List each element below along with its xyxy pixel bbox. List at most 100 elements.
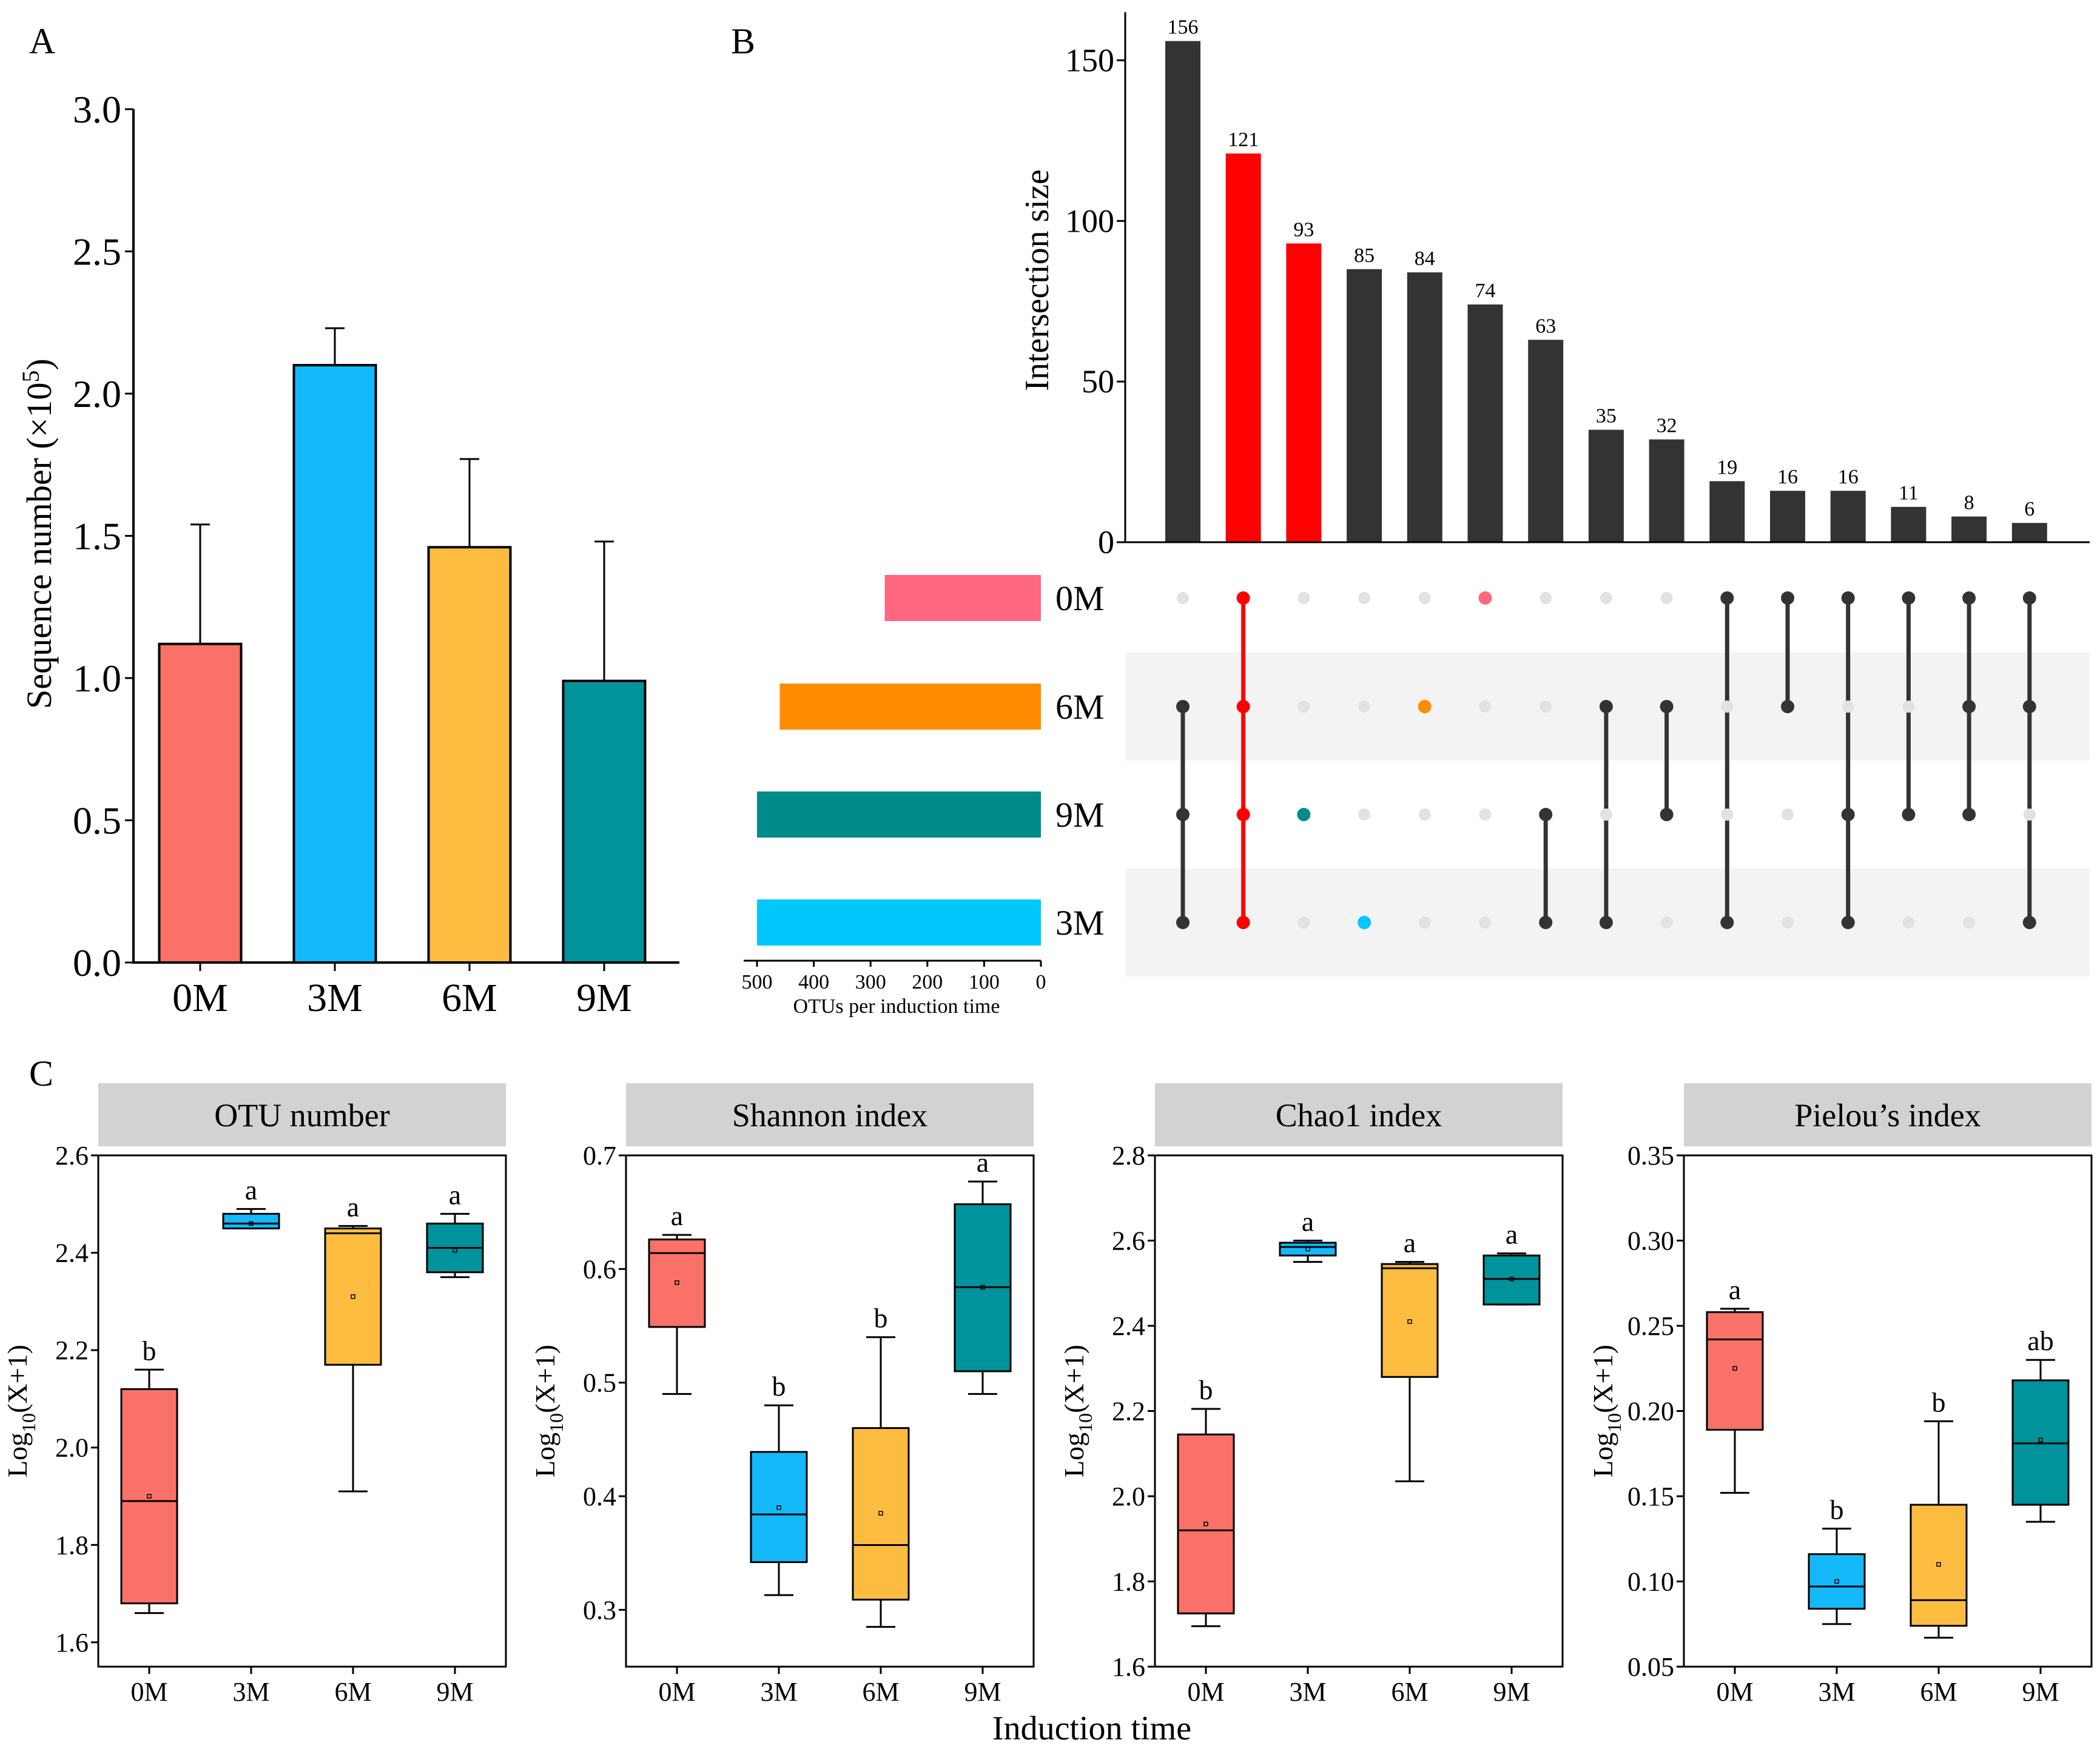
- panel-c-plot-frame: [97, 1154, 507, 1668]
- panel-b-bar-label: 85: [1354, 244, 1375, 267]
- panel-b-matrix-dot: [1721, 701, 1734, 713]
- panel-c-y-label-main: Log: [2, 1433, 33, 1477]
- panel-c-x-tick-label: 6M: [1920, 1677, 1957, 1707]
- panel-b-matrix-dot: [1358, 592, 1371, 604]
- panel-b-y-tick-label: 50: [1082, 363, 1114, 400]
- panel-c-box-6M: [1910, 1504, 1968, 1627]
- panel-c-box-plots: OTU number1.61.82.02.22.42.6Log10(X+1)0M…: [2, 1083, 2093, 1707]
- panel-b-y-axis-label: Intersection size: [1018, 169, 1056, 391]
- panel-a-x-tick-label: 6M: [442, 976, 497, 1020]
- panel-b-intersection-bar: [2011, 523, 2047, 542]
- panel-a-y-label-sup: 5: [17, 370, 44, 382]
- panel-c-y-label-main: Log: [530, 1433, 560, 1477]
- panel-c-x-tick-label: 3M: [1818, 1677, 1855, 1707]
- panel-a-y-tick-label: 3.0: [73, 88, 121, 131]
- panel-b-matrix-dot-active: [1841, 916, 1855, 929]
- panel-b-set-x-tick-label: 400: [798, 971, 829, 993]
- panel-c-mean-marker: [147, 1494, 152, 1499]
- panel-b-matrix-dot: [1782, 808, 1794, 821]
- panel-c-x-tick-label: 0M: [658, 1677, 695, 1707]
- panel-b-matrix-dot: [1660, 916, 1673, 929]
- panel-c-x-tick-label: 3M: [1289, 1677, 1326, 1707]
- panel-b-matrix-dot-active: [1236, 916, 1250, 929]
- panel-c-mean-marker: [675, 1280, 679, 1285]
- panel-c-x-tick-label: 3M: [232, 1677, 269, 1707]
- panel-a-x-tick-label: 0M: [172, 976, 228, 1020]
- panel-b-matrix-dot-active: [1236, 591, 1250, 605]
- panel-b-matrix-dot-active: [1902, 591, 1916, 605]
- panel-c-y-tick-label: 2.4: [1112, 1311, 1145, 1341]
- panel-b-matrix-dot: [1297, 916, 1310, 929]
- panel-c-y-axis-label: Log10(X+1): [2, 1345, 39, 1477]
- panel-b-intersection-bar: [1347, 269, 1382, 542]
- panel-c-x-tick-label: 9M: [964, 1677, 1001, 1707]
- panel-c-significance-letter: a: [977, 1147, 989, 1178]
- panel-b-matrix-dot: [1902, 701, 1915, 713]
- panel-c-facet-0: OTU number 1.6 1.8 2.0 2.2 2.4 2.6 Log10(X+1) 0M…: [2, 1083, 507, 1707]
- panel-c-y-tick-label: 0.5: [583, 1368, 616, 1398]
- panel-b-set-x-label: OTUs per induction time: [793, 995, 1000, 1018]
- panel-b-membership-matrix: [1176, 591, 2036, 929]
- panel-b-set-size-bars: 0M 6M 9M 3M 500 400 300 200 100 0: [742, 575, 1105, 993]
- panel-c-y-tick-label: 0.30: [1627, 1226, 1674, 1256]
- panel-c-significance-letter: a: [347, 1191, 359, 1222]
- panel-b-matrix-dot-active: [1176, 700, 1190, 713]
- panel-b-bar-label: 93: [1293, 218, 1314, 241]
- panel-c-facet-title: Shannon index: [732, 1097, 927, 1134]
- panel-b-matrix-dot-active: [1418, 700, 1432, 713]
- panel-c-significance-letter: a: [1302, 1206, 1314, 1237]
- panel-b-matrix-dot: [1782, 916, 1794, 929]
- panel-b-bar-label: 16: [1838, 466, 1859, 488]
- panel-b-matrix-dot-active: [1660, 808, 1674, 821]
- panel-b-matrix-dot-active: [1962, 808, 1976, 821]
- panel-c-significance-letter: a: [671, 1200, 683, 1231]
- panel-a-bar-9M: [562, 679, 647, 964]
- panel-b-matrix-dot: [1600, 592, 1612, 604]
- panel-b-matrix-dot-active: [1539, 808, 1553, 821]
- panel-b-matrix-dot-active: [1176, 808, 1190, 821]
- panel-b-bar-label: 16: [1777, 466, 1798, 488]
- panel-c-facet-title: Chao1 index: [1276, 1097, 1442, 1134]
- panel-b-bar-label: 121: [1228, 129, 1259, 151]
- panel-c-box-3M: [750, 1451, 808, 1564]
- panel-c-y-tick-label: 2.0: [1112, 1482, 1145, 1511]
- panel-b-bar-label: 6: [2024, 498, 2034, 520]
- panel-c-y-tick-label: 2.0: [55, 1433, 89, 1463]
- panel-c-mean-marker: [1203, 1521, 1208, 1527]
- panel-c-facet-header: [1155, 1083, 1563, 1146]
- panel-c-y-tick-label: 2.2: [1112, 1397, 1145, 1426]
- panel-b-intersection-bar: [1528, 340, 1564, 542]
- panel-c-y-label-sub: 10: [545, 1413, 567, 1433]
- panel-c-mean-marker: [1305, 1246, 1310, 1252]
- panel-b-set-x-tick-label: 100: [969, 971, 1000, 993]
- panel-c-facet-title: Pielou’s index: [1794, 1097, 1981, 1134]
- panel-b-y-tick-label: 150: [1065, 42, 1114, 78]
- panel-c-box-3M: [1808, 1553, 1866, 1610]
- panel-c-x-tick-label: 0M: [1716, 1677, 1753, 1707]
- panel-b-matrix-dot: [1963, 916, 1976, 929]
- panel-b-set-name: 6M: [1055, 687, 1105, 727]
- panel-c-significance-letter: a: [449, 1179, 461, 1210]
- panel-b-matrix-dot-active: [1358, 916, 1371, 929]
- panel-b-matrix-dot: [1600, 808, 1612, 821]
- panel-c-x-tick-label: 6M: [334, 1677, 371, 1707]
- panel-b-matrix-dot: [1297, 701, 1310, 713]
- panel-a-y-ticks: 0.0 0.5 1.0 1.5 2.0 2.5 3.0: [73, 88, 133, 984]
- panel-b-matrix-dot-active: [1539, 916, 1553, 929]
- panel-b-matrix-dot: [1479, 916, 1492, 929]
- panel-c-mean-marker: [249, 1221, 254, 1226]
- panel-b-y-tick-label: 0: [1098, 524, 1114, 560]
- panel-c-y-axis-label: Log10(X+1): [1587, 1345, 1625, 1477]
- panel-c-y-tick-label: 1.8: [55, 1530, 89, 1560]
- panel-b-set-name: 0M: [1055, 579, 1105, 618]
- panel-b-set-size-bar-3M: [757, 899, 1041, 946]
- panel-b-intersection-bar: [1951, 516, 1987, 542]
- panel-b-matrix-dot-active: [1599, 916, 1613, 929]
- panel-b-matrix-dot-active: [1236, 700, 1250, 713]
- panel-b-intersection-bar: [1649, 439, 1684, 542]
- panel-b-bar-label: 35: [1596, 405, 1617, 428]
- panel-b-set-x-tick-label: 200: [912, 971, 943, 993]
- panel-c-x-tick-label: 6M: [862, 1677, 899, 1707]
- panel-c-x-tick-label: 3M: [760, 1677, 797, 1707]
- panel-b-bar-label: 32: [1657, 414, 1677, 437]
